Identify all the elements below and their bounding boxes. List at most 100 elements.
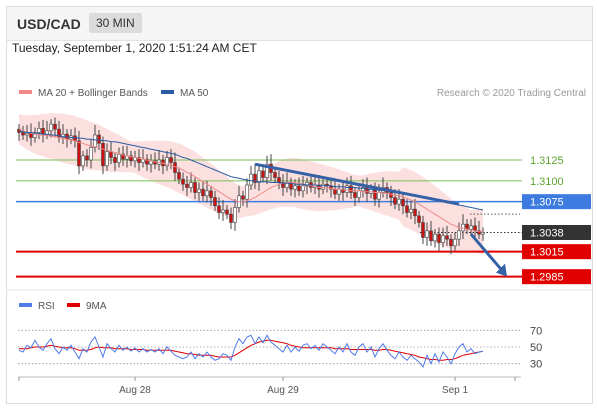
- candle-body: [189, 182, 193, 188]
- rsi-level-label-50: 50: [530, 342, 542, 354]
- candle-body: [469, 225, 473, 230]
- candle-body: [145, 158, 149, 165]
- candle-body: [481, 232, 485, 235]
- projection-arrow-shaft: [469, 233, 506, 274]
- candle-body: [257, 170, 261, 183]
- candle-body: [217, 205, 221, 213]
- resistance-trendline: [254, 162, 460, 206]
- candle-body: [109, 151, 113, 158]
- symbol-title: USD/CAD: [17, 16, 81, 32]
- timeframe-badge[interactable]: 30 MIN: [89, 13, 142, 33]
- candle-body: [105, 151, 109, 167]
- candle-body: [297, 185, 301, 192]
- candle-body: [121, 153, 125, 160]
- candle-body: [321, 183, 325, 190]
- candle-body: [77, 140, 81, 167]
- candle-body: [101, 143, 105, 167]
- rsi-ma9-line: [19, 339, 484, 361]
- chart-datetime: Tuesday, September 1, 2020 1:51:24 AM CE…: [12, 41, 257, 55]
- candle-body: [417, 215, 421, 223]
- candle-body: [349, 185, 353, 193]
- candle-body: [441, 235, 445, 243]
- candle-body: [81, 155, 85, 167]
- rsi-ma-legend-label: 9MA: [86, 301, 107, 312]
- candle-body: [353, 192, 357, 198]
- candle-body: [305, 182, 309, 187]
- candle-body: [401, 198, 405, 207]
- candle-body: [445, 235, 449, 240]
- candle-body: [25, 133, 29, 136]
- candle-body: [113, 157, 117, 163]
- projection-arrow-head: [496, 263, 507, 277]
- rsi-level-label-70: 70: [530, 325, 542, 337]
- candle-body: [129, 155, 133, 162]
- candle-body: [229, 213, 233, 223]
- candle-body: [181, 178, 185, 185]
- x-tick-label: Aug 29: [267, 385, 299, 396]
- candle-body: [261, 170, 265, 178]
- candle-body: [265, 163, 269, 178]
- ma-bb-legend-swatch: [19, 90, 32, 94]
- ma20-line: [18, 128, 483, 233]
- candle-body: [273, 172, 277, 178]
- level-tag-1.3075: [522, 194, 591, 210]
- candle-body: [393, 197, 397, 205]
- candle-body: [41, 128, 45, 135]
- ma50-legend-swatch: [161, 90, 174, 94]
- candle-body: [341, 188, 345, 193]
- candle-body: [89, 147, 93, 161]
- candle-body: [361, 187, 365, 192]
- candle-body: [177, 172, 181, 180]
- candle-body: [93, 134, 97, 148]
- candle-body: [437, 233, 441, 243]
- candle-body: [357, 190, 361, 198]
- rsi-level-label-30: 30: [530, 359, 542, 371]
- candle-body: [377, 192, 381, 200]
- rsi-line: [18, 334, 484, 369]
- candle-body: [249, 173, 253, 186]
- main-plot: 1.3125 1.3100 1.3075 1.3038 1.3015 1.2985: [16, 113, 591, 285]
- chart-header: USD/CAD 30 MIN: [7, 7, 592, 41]
- candle-body: [409, 208, 413, 213]
- candle-body: [293, 185, 297, 190]
- candle-body: [457, 230, 461, 240]
- candle-body: [37, 128, 41, 133]
- candle-body: [169, 157, 173, 163]
- level-label-1.3015: 1.3015: [530, 247, 564, 259]
- candle-body: [429, 230, 433, 242]
- candle-body: [49, 123, 53, 132]
- candle-body: [397, 198, 401, 205]
- level-tag-1.2985: [522, 269, 591, 285]
- candle-body: [233, 207, 237, 223]
- candle-body: [221, 209, 225, 213]
- candle-body: [345, 185, 349, 193]
- candle-body: [193, 182, 197, 193]
- candle-body: [449, 238, 453, 247]
- rsi-legend-swatch: [19, 303, 32, 307]
- candle-body: [373, 188, 377, 200]
- candle-body: [185, 183, 189, 188]
- candle-body: [97, 134, 101, 144]
- candle-body: [53, 123, 57, 130]
- rsi-ma-legend-swatch: [67, 303, 80, 307]
- candle-body: [137, 157, 141, 163]
- candle-body: [433, 233, 437, 242]
- candle-body: [461, 223, 465, 232]
- x-axis-labels: Aug 28 Aug 29 Sep 1: [18, 377, 516, 396]
- x-tick-label: Sep 1: [442, 385, 469, 396]
- chart-widget: USD/CAD 30 MIN: [6, 6, 593, 404]
- candle-body: [205, 190, 209, 197]
- candle-body: [197, 188, 201, 193]
- level-tag-1.3015: [522, 244, 591, 260]
- candle-body: [453, 238, 457, 247]
- candle-body: [165, 157, 169, 167]
- candle-body: [333, 188, 337, 195]
- candle-body: [465, 223, 469, 230]
- candle-body: [301, 185, 305, 192]
- candle-body: [281, 182, 285, 188]
- candle-body: [21, 132, 25, 136]
- ma-bb-legend-label: MA 20 + Bollinger Bands: [38, 88, 148, 99]
- candle-body: [421, 222, 425, 238]
- candle-body: [365, 187, 369, 194]
